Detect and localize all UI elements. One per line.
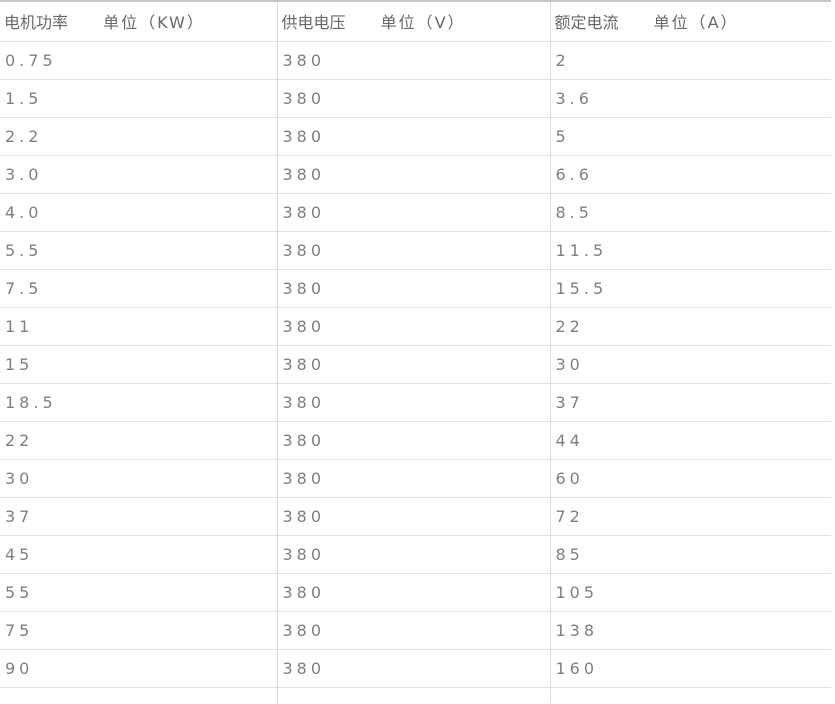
table-cell: 85 — [549, 535, 831, 574]
column-unit: 单位（KW） — [103, 13, 205, 33]
table-row: 5.5 380 11.5 — [0, 231, 831, 270]
table-cell: 11 — [0, 307, 277, 346]
table-row: 7.5 380 15.5 — [0, 269, 831, 308]
table-cell: 105 — [549, 573, 831, 612]
column-header-voltage: 供电电压 单位（V） — [276, 1, 550, 42]
table-cell: 2.2 — [0, 117, 277, 156]
table-cell: 15 — [0, 345, 277, 384]
table-cell: 2 — [549, 41, 831, 80]
table-cell: 30 — [549, 345, 831, 384]
table-cell: 75 — [0, 611, 277, 650]
table-cell: 380 — [276, 345, 550, 384]
table-cell: 15.5 — [549, 269, 831, 308]
table-cell: 138 — [549, 611, 831, 650]
table-cell: 380 — [276, 573, 550, 612]
table-cell: 380 — [276, 193, 550, 232]
table-cell: 37 — [549, 383, 831, 422]
table-header: 电机功率 单位（KW） 供电电压 单位（V） 额定电流 单位（A） — [0, 1, 831, 42]
table-cell: 0.75 — [0, 41, 277, 80]
table-row: 2.2 380 5 — [0, 117, 831, 156]
header-row: 电机功率 单位（KW） 供电电压 单位（V） 额定电流 单位（A） — [0, 1, 831, 42]
table-row: 75 380 138 — [0, 611, 831, 650]
table-cell: 380 — [276, 269, 550, 308]
table-cell: 380 — [276, 79, 550, 118]
table-row: 0.75 380 2 — [0, 41, 831, 80]
table-cell: 380 — [276, 231, 550, 270]
table-cell: 11.5 — [549, 231, 831, 270]
column-unit: 单位（V） — [380, 13, 466, 33]
table-cell: 380 — [276, 535, 550, 574]
table-cell: 380 — [276, 611, 550, 650]
column-label: 额定电流 — [554, 13, 619, 33]
table-cell-empty — [276, 687, 550, 703]
table-cell: 22 — [0, 421, 277, 460]
table-cell: 160 — [549, 649, 831, 688]
column-label: 电机功率 — [4, 13, 69, 33]
table-cell: 37 — [0, 497, 277, 536]
table-cell: 380 — [276, 307, 550, 346]
table-cell: 380 — [276, 117, 550, 156]
partial-clipped-row — [0, 687, 831, 703]
table-cell: 380 — [276, 497, 550, 536]
table-row: 90 380 160 — [0, 649, 831, 688]
table-cell: 22 — [549, 307, 831, 346]
table-row: 11 380 22 — [0, 307, 831, 346]
table-row: 3.0 380 6.6 — [0, 155, 831, 194]
table-row: 45 380 85 — [0, 535, 831, 574]
table-cell: 90 — [0, 649, 277, 688]
table-cell: 18.5 — [0, 383, 277, 422]
table-cell: 55 — [0, 573, 277, 612]
table-row: 30 380 60 — [0, 459, 831, 498]
table-body: 0.75 380 2 1.5 380 3.6 2.2 380 5 3.0 380 6.6 4.0 380 8… — [0, 41, 831, 703]
table-cell: 45 — [0, 535, 277, 574]
table-cell: 380 — [276, 155, 550, 194]
table-cell: 380 — [276, 421, 550, 460]
table-cell: 6.6 — [549, 155, 831, 194]
table-cell-empty — [549, 687, 831, 703]
column-header-current: 额定电流 单位（A） — [549, 1, 831, 42]
table-row: 22 380 44 — [0, 421, 831, 460]
table-cell: 72 — [549, 497, 831, 536]
table-cell: 44 — [549, 421, 831, 460]
table-row: 4.0 380 8.5 — [0, 193, 831, 232]
table-cell: 380 — [276, 649, 550, 688]
table-cell: 5 — [549, 117, 831, 156]
column-header-power: 电机功率 单位（KW） — [0, 1, 277, 42]
table-cell: 3.6 — [549, 79, 831, 118]
table-row: 37 380 72 — [0, 497, 831, 536]
table-cell: 7.5 — [0, 269, 277, 308]
table-cell: 380 — [276, 383, 550, 422]
table-cell: 60 — [549, 459, 831, 498]
column-label: 供电电压 — [281, 13, 346, 33]
table-cell: 4.0 — [0, 193, 277, 232]
table-cell-empty — [0, 687, 277, 703]
table-row: 55 380 105 — [0, 573, 831, 612]
table-cell: 1.5 — [0, 79, 277, 118]
table-cell: 380 — [276, 41, 550, 80]
table-cell: 8.5 — [549, 193, 831, 232]
table-cell: 30 — [0, 459, 277, 498]
table-cell: 3.0 — [0, 155, 277, 194]
table-cell: 380 — [276, 459, 550, 498]
table-cell: 5.5 — [0, 231, 277, 270]
table-row: 1.5 380 3.6 — [0, 79, 831, 118]
table-row: 18.5 380 37 — [0, 383, 831, 422]
column-unit: 单位（A） — [653, 13, 739, 33]
table-row: 15 380 30 — [0, 345, 831, 384]
